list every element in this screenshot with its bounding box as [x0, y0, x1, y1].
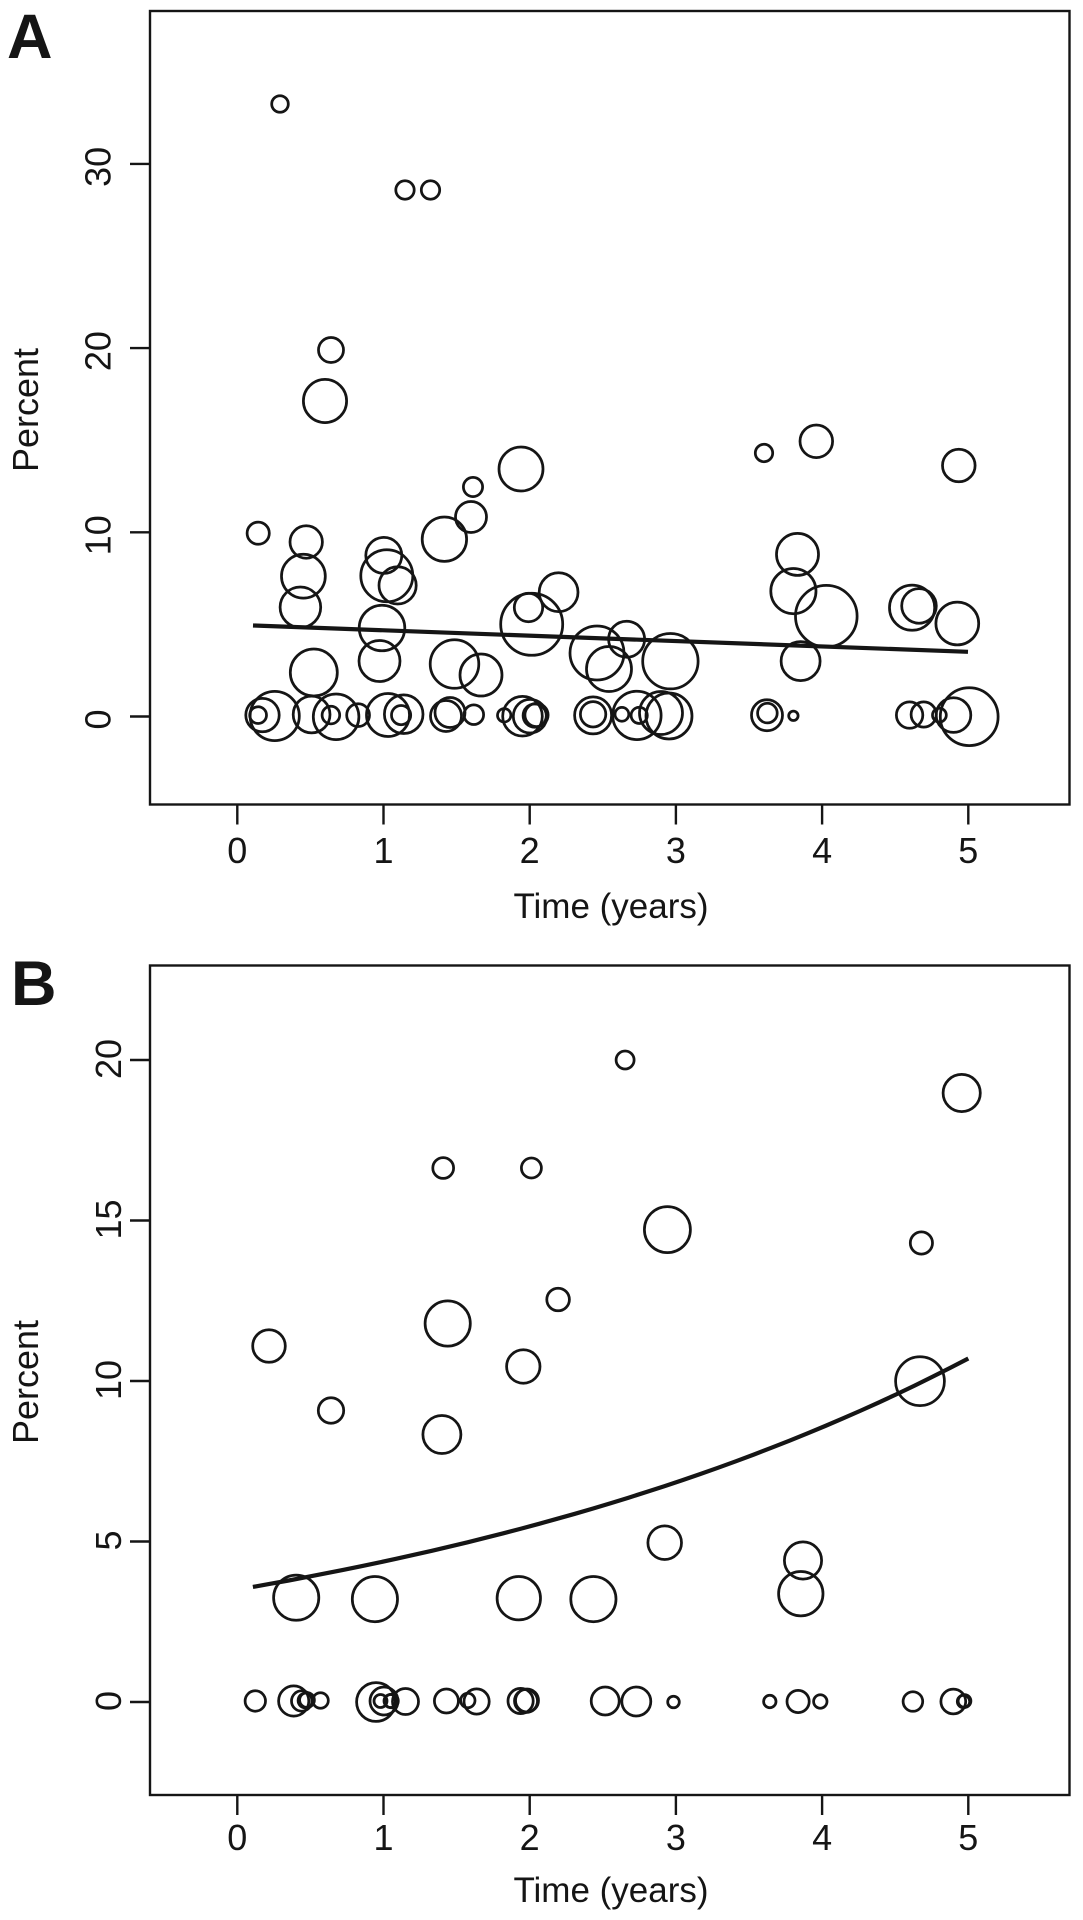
svg-text:20: 20: [88, 1039, 129, 1079]
svg-text:20: 20: [78, 331, 119, 371]
svg-text:Percent: Percent: [5, 348, 46, 472]
svg-text:2: 2: [520, 1817, 540, 1858]
svg-text:3: 3: [666, 830, 686, 871]
svg-text:2: 2: [520, 830, 540, 871]
svg-text:Time (years): Time (years): [513, 887, 708, 926]
svg-text:10: 10: [78, 515, 119, 555]
svg-text:B: B: [11, 949, 57, 1019]
svg-text:A: A: [7, 2, 53, 72]
svg-text:1: 1: [373, 830, 393, 871]
svg-text:1: 1: [373, 1817, 393, 1858]
svg-text:0: 0: [78, 709, 119, 729]
svg-text:3: 3: [666, 1817, 686, 1858]
svg-text:0: 0: [227, 830, 247, 871]
svg-text:4: 4: [812, 830, 832, 871]
svg-text:5: 5: [88, 1530, 129, 1550]
svg-text:15: 15: [88, 1199, 129, 1239]
svg-text:Time (years): Time (years): [513, 1871, 708, 1910]
svg-text:Percent: Percent: [5, 1320, 46, 1444]
svg-text:5: 5: [958, 1817, 978, 1858]
svg-text:30: 30: [78, 147, 119, 187]
svg-text:5: 5: [958, 830, 978, 871]
svg-text:10: 10: [88, 1360, 129, 1400]
svg-text:0: 0: [227, 1817, 247, 1858]
svg-text:4: 4: [812, 1817, 832, 1858]
svg-text:0: 0: [88, 1691, 129, 1711]
